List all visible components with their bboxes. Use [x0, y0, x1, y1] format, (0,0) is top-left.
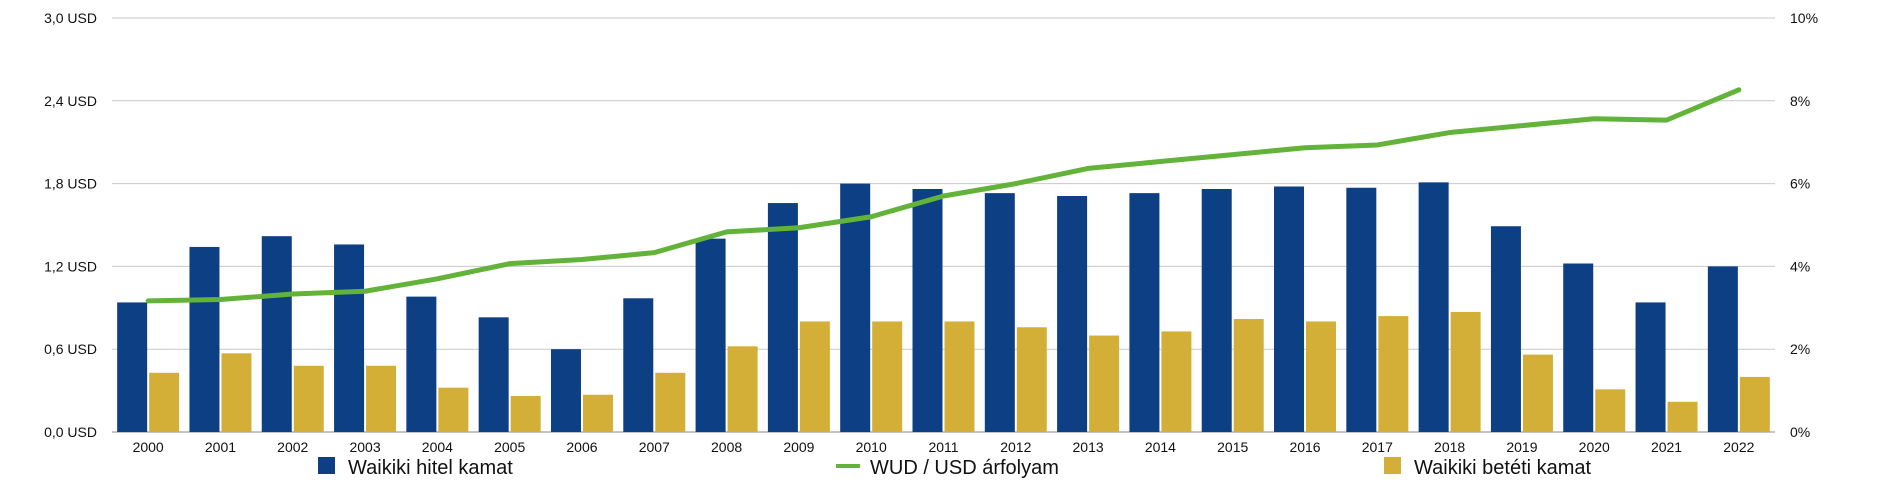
left-tick-label: 1,2 USD [44, 258, 97, 274]
loan-rate-bar [189, 246, 220, 432]
deposit-rate-bar [1595, 389, 1626, 432]
loan-rate-bar [1707, 266, 1738, 432]
loan-rate-bar [1274, 186, 1305, 432]
deposit-rate-bar [1016, 327, 1047, 432]
loan-rate-bar [1563, 263, 1594, 432]
x-tick-label: 2005 [494, 439, 525, 455]
x-tick-label: 2003 [349, 439, 380, 455]
loan-rate-bar [623, 298, 654, 432]
x-tick-label: 2018 [1434, 439, 1465, 455]
left-tick-label: 1,8 USD [44, 176, 97, 192]
exchange-rate-line [145, 87, 1742, 304]
legend-marker [1384, 457, 1401, 474]
deposit-rate-bar [582, 394, 613, 432]
loan-rate-bar [406, 296, 437, 432]
legend-label: Waikiki hitel kamat [348, 457, 513, 479]
x-tick-label: 2012 [1000, 439, 1031, 455]
x-tick-label: 2004 [422, 439, 453, 455]
deposit-rate-bar [293, 365, 324, 432]
loan-rate-bar [1346, 187, 1377, 432]
loan-rate-bar [767, 203, 798, 432]
loan-rate-bar [1490, 226, 1521, 432]
loan-rate-bar [478, 317, 509, 432]
loan-rate-bar [261, 236, 292, 432]
deposit-rate-bar [221, 353, 252, 432]
loan-rate-bar [334, 244, 365, 432]
right-tick-label: 10% [1790, 10, 1818, 26]
deposit-rate-bar [944, 321, 975, 432]
left-tick-label: 3,0 USD [44, 10, 97, 26]
x-tick-label: 2008 [711, 439, 742, 455]
deposit-rate-bar [1306, 321, 1337, 432]
left-tick-label: 0,0 USD [44, 424, 97, 440]
x-tick-label: 2013 [1073, 439, 1104, 455]
legend: Waikiki hitel kamat WUD / USD árfolyam Wai… [318, 457, 1592, 479]
x-tick-label: 2000 [133, 439, 164, 455]
deposit-rate-bar [438, 387, 469, 432]
deposit-rate-bar [149, 372, 180, 432]
x-tick-label: 2022 [1723, 439, 1754, 455]
loan-rate-bar [550, 349, 581, 432]
loan-rate-bar [1418, 182, 1449, 432]
loan-rate-bar [912, 188, 943, 432]
deposit-rate-bar [727, 346, 758, 432]
x-tick-label: 2009 [783, 439, 814, 455]
x-tick-label: 2011 [928, 439, 958, 455]
x-tick-label: 2017 [1362, 439, 1393, 455]
legend-label: WUD / USD árfolyam [870, 457, 1059, 479]
x-tick-label: 2001 [205, 439, 236, 455]
x-axis-ticks: 2000 2001 2002 2003 2004 2005 2006 2007 2008 2009… [133, 439, 1755, 455]
right-tick-label: 6% [1790, 176, 1810, 192]
x-tick-label: 2016 [1289, 439, 1320, 455]
deposit-rate-bar [799, 321, 830, 432]
bars [117, 182, 1770, 432]
loan-rate-bar [1057, 196, 1088, 432]
right-tick-label: 8% [1790, 93, 1810, 109]
legend-label: Waikiki betéti kamat [1414, 457, 1592, 479]
x-tick-label: 2007 [639, 439, 670, 455]
x-tick-label: 2019 [1506, 439, 1537, 455]
left-axis-ticks: 0,0 USD 0,6 USD 1,2 USD 1,8 USD 2,4 USD 3,0 U… [44, 10, 97, 440]
loan-rate-bar [1201, 188, 1232, 432]
right-tick-label: 0% [1790, 424, 1810, 440]
loan-rate-bar [1635, 302, 1666, 432]
deposit-rate-bar [510, 395, 541, 432]
loan-rate-bar [117, 302, 148, 432]
x-tick-label: 2010 [856, 439, 887, 455]
deposit-rate-bar [366, 365, 397, 432]
deposit-rate-bar [1667, 401, 1698, 432]
deposit-rate-bar [1233, 318, 1264, 432]
deposit-rate-bar [1161, 331, 1192, 432]
deposit-rate-bar [1522, 354, 1553, 432]
x-tick-label: 2006 [566, 439, 597, 455]
left-tick-label: 0,6 USD [44, 341, 97, 357]
loan-rate-bar [984, 193, 1015, 432]
x-tick-label: 2002 [277, 439, 308, 455]
deposit-rate-bar [1378, 316, 1409, 432]
loan-rate-bar [695, 238, 726, 432]
right-tick-label: 2% [1790, 341, 1810, 357]
deposit-rate-bar [1739, 376, 1770, 432]
deposit-rate-bar [655, 372, 686, 432]
exchange-rate-series-line [145, 87, 1742, 304]
deposit-rate-bar [1450, 311, 1481, 432]
deposit-rate-bar [1089, 335, 1120, 432]
loan-rate-bar [1129, 193, 1160, 432]
x-tick-label: 2014 [1145, 439, 1176, 455]
deposit-rate-bar [872, 321, 903, 432]
loan-rate-bar [840, 183, 871, 432]
x-tick-label: 2015 [1217, 439, 1248, 455]
legend-marker [318, 457, 335, 474]
x-tick-label: 2021 [1651, 439, 1682, 455]
right-tick-label: 4% [1790, 258, 1810, 274]
x-tick-label: 2020 [1579, 439, 1610, 455]
left-tick-label: 2,4 USD [44, 93, 97, 109]
right-axis-ticks: 0% 2% 4% 6% 8% 10% [1790, 10, 1818, 440]
